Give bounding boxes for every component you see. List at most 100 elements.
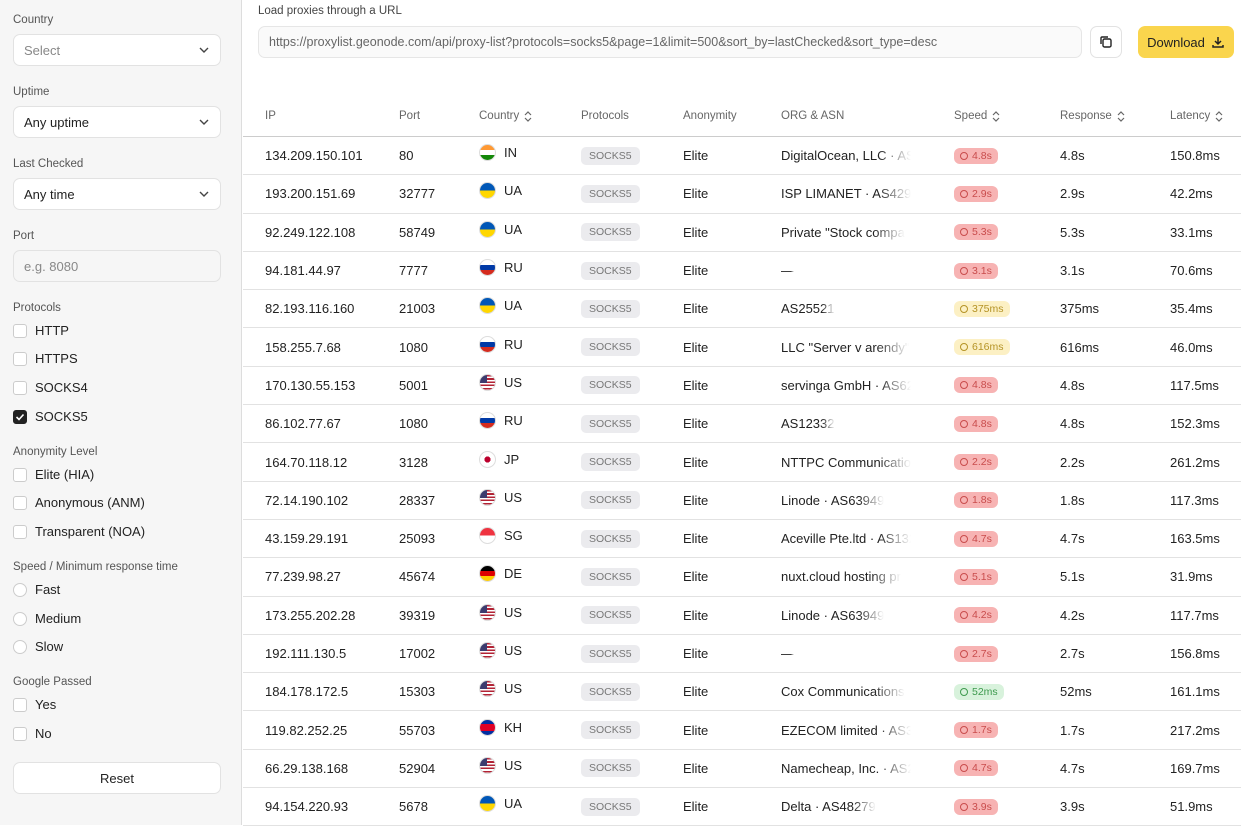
country-code: JP — [504, 451, 520, 467]
response-cell: 4.2s — [1060, 597, 1085, 634]
speed-badge: 5.3s — [954, 224, 998, 241]
option-label: Fast — [35, 582, 61, 597]
radio-button[interactable] — [13, 611, 27, 626]
response-cell: 4.8s — [1060, 367, 1085, 404]
checkbox[interactable] — [13, 380, 27, 395]
country-code: RU — [504, 413, 523, 429]
filter-option[interactable]: Slow — [13, 639, 63, 654]
speed-icon — [960, 687, 968, 696]
table-row[interactable]: 184.178.172.5 15303 US SOCKS5 Elite Cox Commu… — [243, 673, 1241, 712]
select-value: Any time — [24, 186, 75, 202]
speed-cell: 4.2s — [954, 597, 998, 634]
port-input[interactable]: e.g. 8080 — [13, 250, 221, 282]
country-code: US — [504, 643, 523, 659]
main-panel: Load proxies through a URL https://proxy… — [243, 0, 1241, 826]
filter-option[interactable]: HTTP — [13, 323, 69, 338]
checkbox[interactable] — [13, 697, 27, 712]
latency: 31.9ms — [1170, 569, 1213, 585]
filter-option[interactable]: SOCKS5 — [13, 409, 88, 424]
checkbox[interactable] — [13, 524, 27, 539]
speed-value: 1.7s — [972, 724, 992, 737]
filter-option[interactable]: Fast — [13, 582, 60, 597]
filter-option[interactable]: HTTPS — [13, 351, 78, 366]
speed-cell: 5.3s — [954, 214, 998, 251]
speed-badge: 1.8s — [954, 492, 998, 509]
radio-button[interactable] — [13, 639, 27, 654]
checkbox[interactable] — [13, 351, 27, 366]
table-row[interactable]: 94.154.220.93 5678 UA SOCKS5 Elite Delta · AS… — [243, 788, 1241, 826]
copy-button[interactable] — [1090, 26, 1122, 58]
anonymity: Elite — [683, 799, 709, 815]
country-cell: RU — [479, 329, 523, 366]
filter-option[interactable]: No — [13, 726, 52, 741]
filter-option[interactable]: Medium — [13, 611, 81, 626]
filter-option[interactable]: Anonymous (ANM) — [13, 495, 145, 510]
latency: 70.6ms — [1170, 263, 1213, 279]
protocol-badge: SOCKS5 — [581, 223, 640, 242]
sort-icon — [1117, 110, 1125, 122]
checkbox[interactable] — [13, 495, 27, 510]
reset-button[interactable]: Reset — [13, 762, 221, 794]
table-row[interactable]: 43.159.29.191 25093 SG SOCKS5 Elite Aceville … — [243, 520, 1241, 559]
protocol-badge: SOCKS5 — [581, 682, 640, 701]
filter-option[interactable]: Transparent (NOA) — [13, 524, 145, 539]
table-row[interactable]: 94.181.44.97 7777 RU SOCKS5 Elite — 3.1s 3.1s 70… — [243, 252, 1241, 291]
table-row[interactable]: 119.82.252.25 55703 KH SOCKS5 Elite EZECOM li… — [243, 712, 1241, 750]
column-header[interactable]: Response — [1060, 96, 1125, 136]
table-row[interactable]: 66.29.138.168 52904 US SOCKS5 Elite Namecheap… — [243, 750, 1241, 789]
speed-badge: 5.1s — [954, 568, 998, 585]
filter-option[interactable]: SOCKS4 — [13, 380, 88, 395]
table-row[interactable]: 192.111.130.5 17002 US SOCKS5 Elite — 2.7s 2.7s… — [243, 635, 1241, 674]
checkbox[interactable] — [13, 467, 27, 482]
org-cell: EZECOM limited · AS3 — [781, 712, 911, 749]
latency-cell: 152.3ms — [1170, 405, 1220, 442]
table-row[interactable]: 77.239.98.27 45674 DE SOCKS5 Elite nuxt.cloud… — [243, 558, 1241, 597]
country-cell: UA — [479, 214, 522, 251]
port-cell: 5678 — [399, 788, 428, 825]
table-row[interactable]: 173.255.202.28 39319 US SOCKS5 Elite Linode ·… — [243, 597, 1241, 635]
checkbox[interactable] — [13, 726, 27, 741]
latency: 35.4ms — [1170, 301, 1213, 317]
table-row[interactable]: 72.14.190.102 28337 US SOCKS5 Elite Linode · … — [243, 482, 1241, 520]
table-row[interactable]: 86.102.77.67 1080 RU SOCKS5 Elite AS12332 4.8s… — [243, 405, 1241, 444]
url-input[interactable]: https://proxylist.geonode.com/api/proxy-… — [258, 26, 1082, 58]
table-row[interactable]: 193.200.151.69 32777 UA SOCKS5 Elite ISP LIMA… — [243, 175, 1241, 214]
option-label: Elite (HIA) — [35, 467, 95, 482]
table-row[interactable]: 92.249.122.108 58749 UA SOCKS5 Elite Private … — [243, 214, 1241, 252]
speed-value: 616ms — [972, 341, 1004, 354]
table-row[interactable]: 170.130.55.153 5001 US SOCKS5 Elite servinga … — [243, 367, 1241, 406]
filter-option[interactable]: Elite (HIA) — [13, 467, 94, 482]
column-header[interactable]: Latency — [1170, 96, 1223, 136]
table-row[interactable]: 164.70.118.12 3128 JP SOCKS5 Elite NTTPC Comm… — [243, 443, 1241, 482]
table-row[interactable]: 134.209.150.101 80 IN SOCKS5 Elite DigitalOce… — [243, 137, 1241, 176]
protocol-badge: SOCKS5 — [581, 529, 640, 548]
country-cell: UA — [479, 290, 522, 327]
protocol-cell: SOCKS5 — [581, 673, 640, 710]
checkbox[interactable] — [13, 409, 27, 424]
uptime-select[interactable]: Any uptime — [13, 106, 221, 138]
anonymity: Elite — [683, 186, 709, 202]
group-label: Protocols — [13, 302, 61, 314]
column-header[interactable]: Speed — [954, 96, 1000, 136]
checkbox[interactable] — [13, 323, 27, 338]
table-row[interactable]: 82.193.116.160 21003 UA SOCKS5 Elite AS25521 3… — [243, 290, 1241, 329]
response-time: 3.1s — [1060, 263, 1085, 279]
group-label: Google Passed — [13, 676, 92, 688]
country-cell: DE — [479, 558, 522, 595]
ip-address: 173.255.202.28 — [265, 607, 356, 623]
chevron-icon — [199, 119, 209, 125]
table-row[interactable]: 158.255.7.68 1080 RU SOCKS5 Elite LLC "Server… — [243, 329, 1241, 367]
last-checked-select[interactable]: Any time — [13, 178, 221, 210]
column-header[interactable]: Country — [479, 96, 532, 136]
country-select[interactable]: Select — [13, 34, 221, 66]
speed-icon — [960, 534, 968, 543]
option-label: Yes — [35, 697, 57, 712]
radio-button[interactable] — [13, 582, 27, 597]
flag-icon — [479, 144, 496, 162]
filter-option[interactable]: Yes — [13, 697, 56, 712]
download-button[interactable]: Download — [1138, 26, 1234, 58]
sort-icon — [992, 110, 1000, 122]
speed-value: 5.3s — [972, 226, 992, 239]
ip-address: 94.181.44.97 — [265, 263, 341, 279]
ip-address: 119.82.252.25 — [265, 722, 348, 738]
